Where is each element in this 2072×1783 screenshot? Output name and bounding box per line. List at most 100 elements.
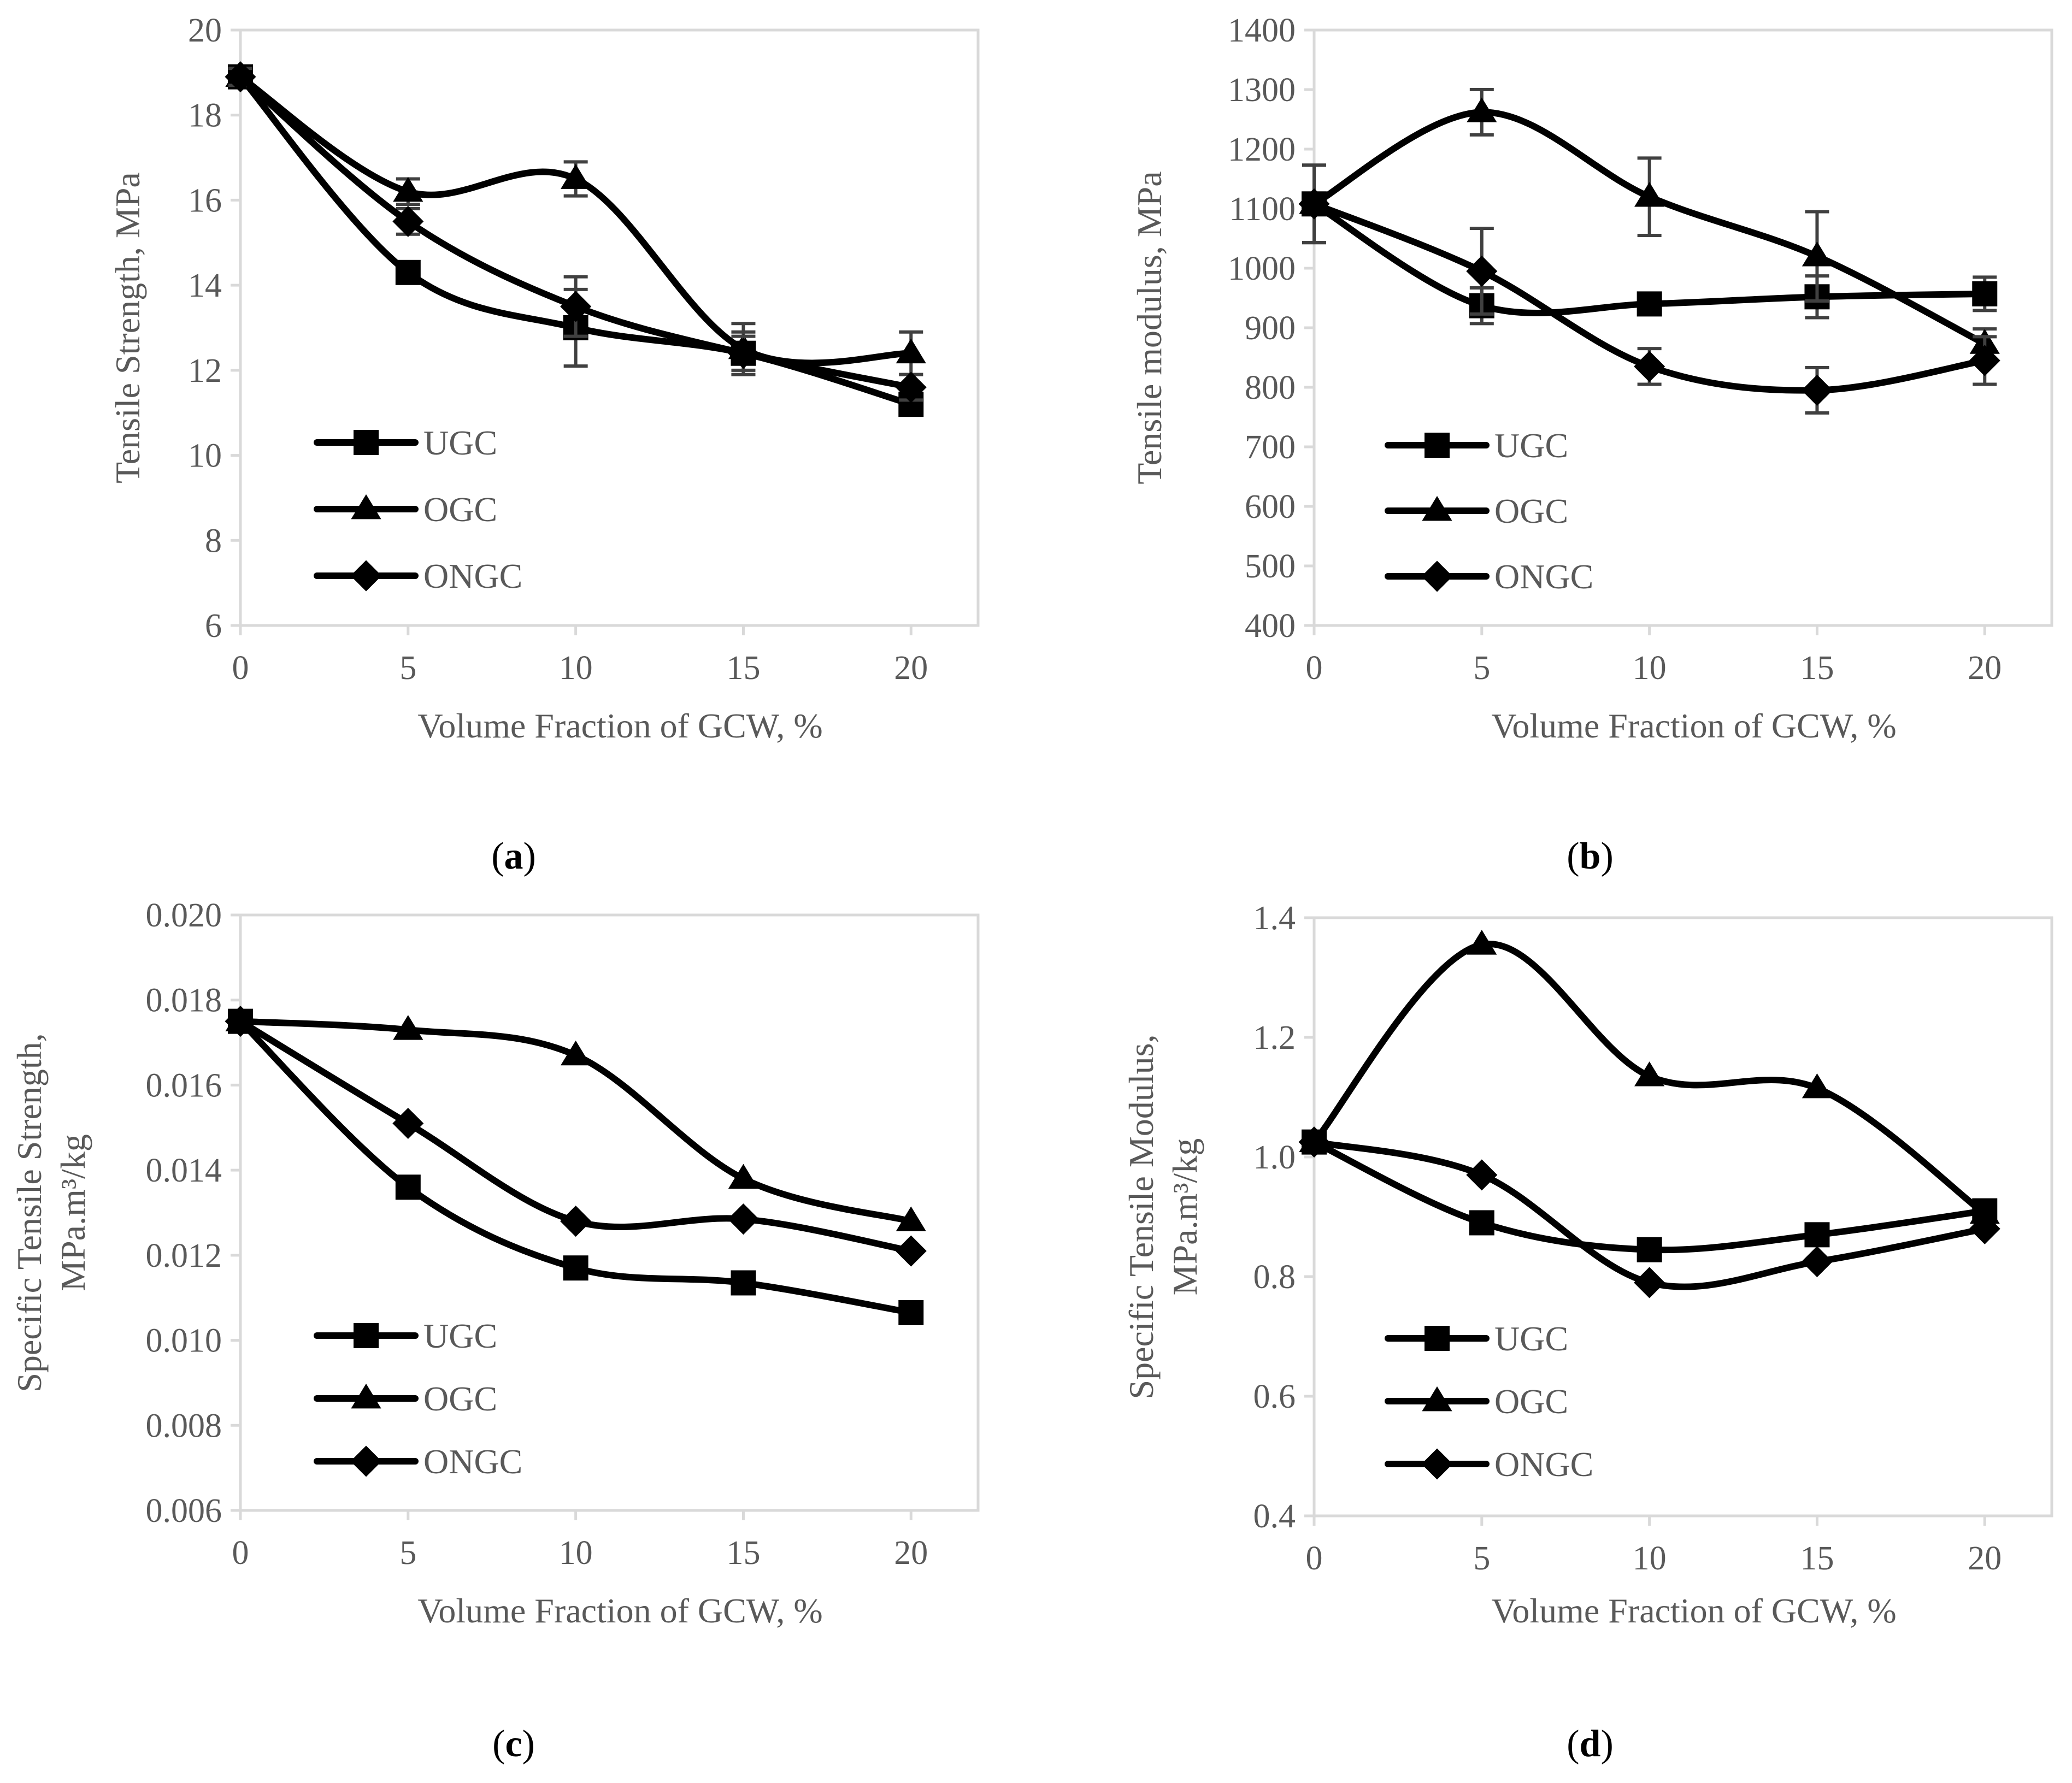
data-point-ogc: [561, 1040, 591, 1066]
data-point-ugc: [1972, 281, 1998, 306]
chart-panel-c: 0.006 0.008 0.010 0.012 0.014 0.016 0.018 0.020…: [10, 897, 980, 1765]
y-tick-label-c: 0.014: [146, 1152, 222, 1189]
y-tick-label-d: 1.4: [1253, 900, 1296, 937]
panel-caption-a: (a): [491, 835, 536, 877]
y-tick-label-c: 0.016: [146, 1067, 222, 1104]
data-point-ugc: [395, 1174, 421, 1200]
legend-label-ugc: UGC: [423, 423, 497, 462]
legend-marker-ugc: [354, 430, 379, 455]
data-point-ongc: [895, 371, 927, 403]
y-tick-label-b: 1200: [1228, 131, 1296, 168]
legend-marker-ogc: [1422, 495, 1452, 521]
y-tick-label-b: 1400: [1228, 12, 1296, 49]
data-point-ongc: [392, 1107, 424, 1140]
data-point-ogc: [1802, 1073, 1833, 1099]
legend-label-ogc: OGC: [1494, 492, 1568, 530]
y-tick-label-c: 0.010: [146, 1323, 222, 1360]
data-point-ongc: [1969, 345, 2000, 376]
x-tick-label-a: 20: [894, 650, 928, 687]
series-ogc-d: [1299, 930, 2000, 1224]
legend-label-ogc: OGC: [423, 490, 497, 529]
x-tick-label-a: 5: [399, 650, 416, 687]
series-ongc-d: [1298, 1126, 2000, 1298]
data-point-ongc: [1634, 1267, 1665, 1298]
y-tick-label-b: 900: [1245, 310, 1296, 347]
data-point-ugc: [395, 259, 421, 285]
legend-marker-ongc: [1421, 1448, 1453, 1480]
legend-label-ongc: ONGC: [423, 557, 522, 595]
data-point-ongc: [1466, 1159, 1498, 1191]
x-tick-label-c: 20: [894, 1534, 928, 1572]
legend-entry-ogc: OGC: [314, 490, 497, 529]
legend-marker-ogc: [1422, 1386, 1452, 1412]
y-tick-label-d: 0.4: [1253, 1498, 1296, 1535]
legend-entry-ugc: UGC: [314, 423, 497, 462]
y-tick-label-c: 0.018: [146, 982, 222, 1019]
legend-label-ongc: ONGC: [1494, 557, 1593, 596]
legend-marker-ugc: [1424, 1326, 1450, 1351]
series-ugc-d: [1302, 1129, 1998, 1262]
y-tick-label-a: 8: [205, 522, 222, 559]
data-point-ogc: [561, 164, 591, 189]
legend-entry-ongc: ONGC: [1385, 1445, 1593, 1484]
x-tick-label-c: 15: [726, 1534, 760, 1572]
legend-marker-ogc: [351, 1383, 381, 1409]
data-point-ongc: [1298, 1126, 1330, 1158]
x-tick-label-d: 0: [1306, 1540, 1323, 1577]
data-point-ogc: [728, 1164, 759, 1189]
panel-caption-d: (d): [1567, 1723, 1614, 1765]
legend-label-ugc: UGC: [1494, 1319, 1568, 1358]
data-point-ongc: [225, 61, 256, 93]
y-tick-label-b: 700: [1245, 429, 1296, 466]
x-axis-title-d: Volume Fraction of GCW, %: [1491, 1591, 1896, 1630]
legend-label-ogc: OGC: [1494, 1382, 1568, 1421]
data-point-ongc: [727, 338, 759, 369]
y-tick-label-b: 1100: [1229, 191, 1296, 228]
y-tick-label-a: 10: [188, 438, 222, 475]
legend-marker-ugc: [354, 1323, 379, 1348]
data-point-ongc: [560, 1206, 592, 1237]
data-point-ongc: [1634, 351, 1665, 382]
legend-label-ongc: ONGC: [1494, 1445, 1593, 1484]
data-point-ongc: [1801, 1246, 1833, 1278]
legend-entry-ongc: ONGC: [1385, 557, 1593, 596]
y-tick-label-b: 800: [1245, 369, 1296, 406]
x-tick-label-a: 0: [232, 650, 249, 687]
data-point-ogc: [1802, 241, 1833, 267]
y-axis-title-d: MPa.m³/kg: [1166, 1138, 1204, 1296]
x-tick-label-d: 20: [1968, 1540, 2002, 1577]
legend-entry-ugc: UGC: [314, 1316, 497, 1355]
x-tick-label-a: 10: [559, 650, 593, 687]
x-tick-label-c: 10: [559, 1534, 593, 1572]
y-tick-label-c: 0.020: [146, 897, 222, 934]
x-tick-label-b: 0: [1306, 650, 1323, 687]
y-tick-label-a: 20: [188, 12, 222, 49]
data-point-ogc: [393, 1015, 423, 1040]
series-ongc-a: [225, 61, 927, 403]
y-axis-title-c: Specific Tensile Strength,: [10, 1033, 49, 1392]
data-point-ogc: [1467, 97, 1497, 122]
legend-marker-ongc: [1421, 560, 1453, 592]
x-tick-label-b: 10: [1633, 650, 1667, 687]
data-point-ogc: [896, 1206, 926, 1231]
series-ongc-b: [1298, 163, 2000, 415]
x-tick-label-d: 15: [1800, 1540, 1834, 1577]
legend-label-ugc: UGC: [1494, 426, 1568, 465]
data-point-ogc: [1969, 1198, 2000, 1224]
panel-caption-b: (b): [1567, 835, 1614, 877]
series-line-ogc: [1311, 940, 1988, 1218]
data-point-ugc: [563, 1255, 588, 1281]
legend-label-ongc: ONGC: [423, 1442, 522, 1481]
legend-marker-ongc: [350, 560, 382, 592]
y-axis-title-b: Tensile modulus, MPa: [1130, 171, 1169, 484]
y-tick-label-a: 6: [205, 607, 222, 645]
x-tick-label-d: 10: [1633, 1540, 1667, 1577]
data-point-ongc: [895, 1235, 927, 1267]
data-point-ongc: [1969, 1213, 2000, 1244]
x-tick-label-b: 20: [1968, 650, 2002, 687]
series-ongc-c: [225, 1006, 927, 1267]
data-point-ugc: [1637, 1237, 1662, 1262]
plot-area-b: [1312, 28, 2053, 627]
chart-panel-d: 0.4 0.6 0.8 1.0 1.2 1.4 0 5 10 15 20 Volume Fractio…: [1122, 900, 2053, 1765]
